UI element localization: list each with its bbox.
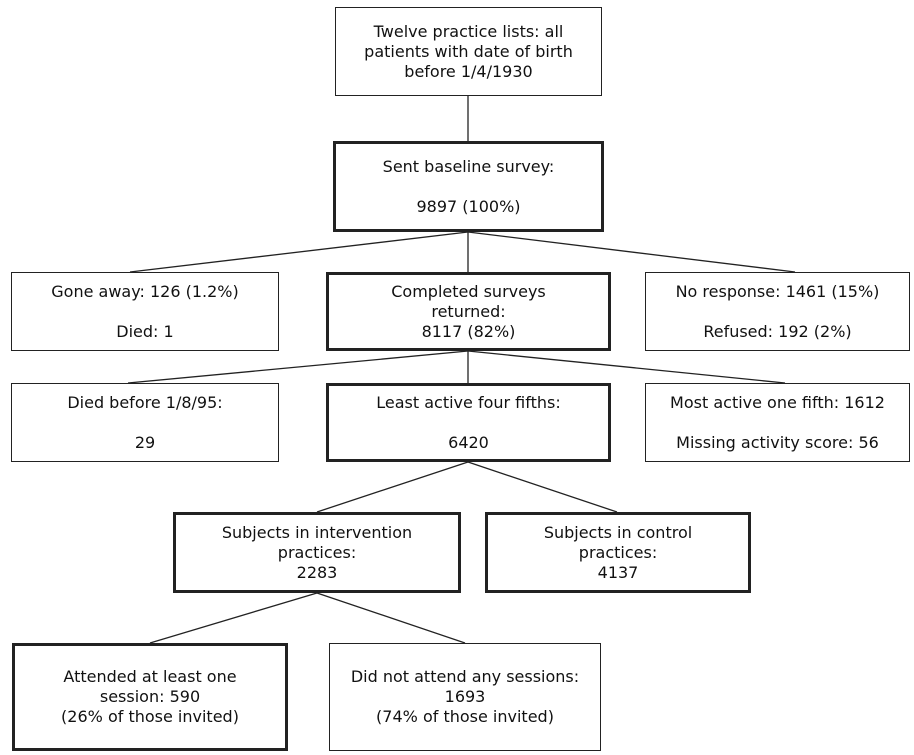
node-control-practices: Subjects in control practices: 4137: [485, 512, 751, 593]
node-attended-session-line-3: (26% of those invited): [61, 707, 239, 726]
connector-intervention-to-not-attended: [316, 592, 466, 644]
node-intervention-practices: Subjects in intervention practices: 2283: [173, 512, 461, 593]
node-did-not-attend: Did not attend any sessions: 1693 (74% o…: [329, 643, 601, 751]
node-practice-lists-line-2: patients with date of birth: [364, 41, 573, 61]
node-did-not-attend-line-2: 1693: [444, 687, 486, 706]
node-completed-surveys-line-1: Completed surveys: [391, 281, 546, 301]
node-died-before-value: 29: [134, 432, 156, 452]
node-baseline-survey-value: 9897 (100%): [416, 196, 521, 216]
connector-baseline-to-gone-away: [129, 231, 469, 273]
node-most-active: Most active one fifth: 1612 Missing acti…: [645, 383, 910, 462]
connector-baseline-to-no-response: [467, 231, 796, 273]
node-did-not-attend-line-3: (74% of those invited): [376, 707, 554, 726]
node-practice-lists-line-1: Twelve practice lists: all: [373, 21, 564, 41]
node-most-active-line-1: Most active one fifth: 1612: [670, 392, 885, 412]
node-no-response-line-2: Refused: 192 (2%): [703, 321, 852, 341]
node-intervention-practices-line-1: Subjects in intervention: [221, 522, 413, 542]
node-control-practices-line-1: Subjects in control: [543, 522, 693, 542]
node-did-not-attend-line-1: Did not attend any sessions:: [350, 667, 580, 686]
node-intervention-practices-line-3: 2283: [296, 562, 338, 582]
connector-completed-to-died-before: [127, 350, 469, 384]
node-control-practices-line-3: 4137: [597, 562, 639, 582]
node-completed-surveys: Completed surveys returned: 8117 (82%): [326, 272, 611, 351]
node-most-active-line-2: Missing activity score: 56: [676, 432, 879, 452]
node-gone-away-line-1: Gone away: 126 (1.2%): [51, 281, 239, 301]
node-control-practices-line-2: practices:: [578, 542, 658, 562]
connector-intervention-to-attended: [149, 592, 318, 644]
connector-least-active-to-intervention: [316, 461, 469, 513]
node-attended-session-line-1: Attended at least one: [63, 667, 237, 686]
connector-completed-to-most-active: [467, 350, 786, 384]
node-gone-away-line-2: Died: 1: [116, 321, 174, 341]
connector-least-active-to-control: [467, 461, 618, 513]
node-no-response: No response: 1461 (15%) Refused: 192 (2%…: [645, 272, 910, 351]
node-least-active-value: 6420: [448, 432, 489, 452]
node-practice-lists-line-3: before 1/4/1930: [404, 61, 533, 81]
node-died-before-heading: Died before 1/8/95:: [67, 392, 223, 412]
node-practice-lists: Twelve practice lists: all patients with…: [335, 7, 602, 96]
node-least-active-heading: Least active four fifths:: [376, 392, 561, 412]
node-completed-surveys-line-3: 8117 (82%): [421, 321, 516, 341]
node-baseline-survey: Sent baseline survey: 9897 (100%): [333, 141, 604, 232]
node-baseline-survey-heading: Sent baseline survey:: [382, 156, 555, 176]
node-intervention-practices-line-2: practices:: [277, 542, 357, 562]
node-no-response-line-1: No response: 1461 (15%): [675, 281, 880, 301]
node-least-active: Least active four fifths: 6420: [326, 383, 611, 462]
node-gone-away: Gone away: 126 (1.2%) Died: 1: [11, 272, 279, 351]
node-attended-session-line-2: session: 590: [99, 687, 201, 706]
node-died-before: Died before 1/8/95: 29: [11, 383, 279, 462]
node-attended-session: Attended at least one session: 590 (26% …: [12, 643, 288, 751]
node-completed-surveys-line-2: returned:: [431, 301, 506, 321]
